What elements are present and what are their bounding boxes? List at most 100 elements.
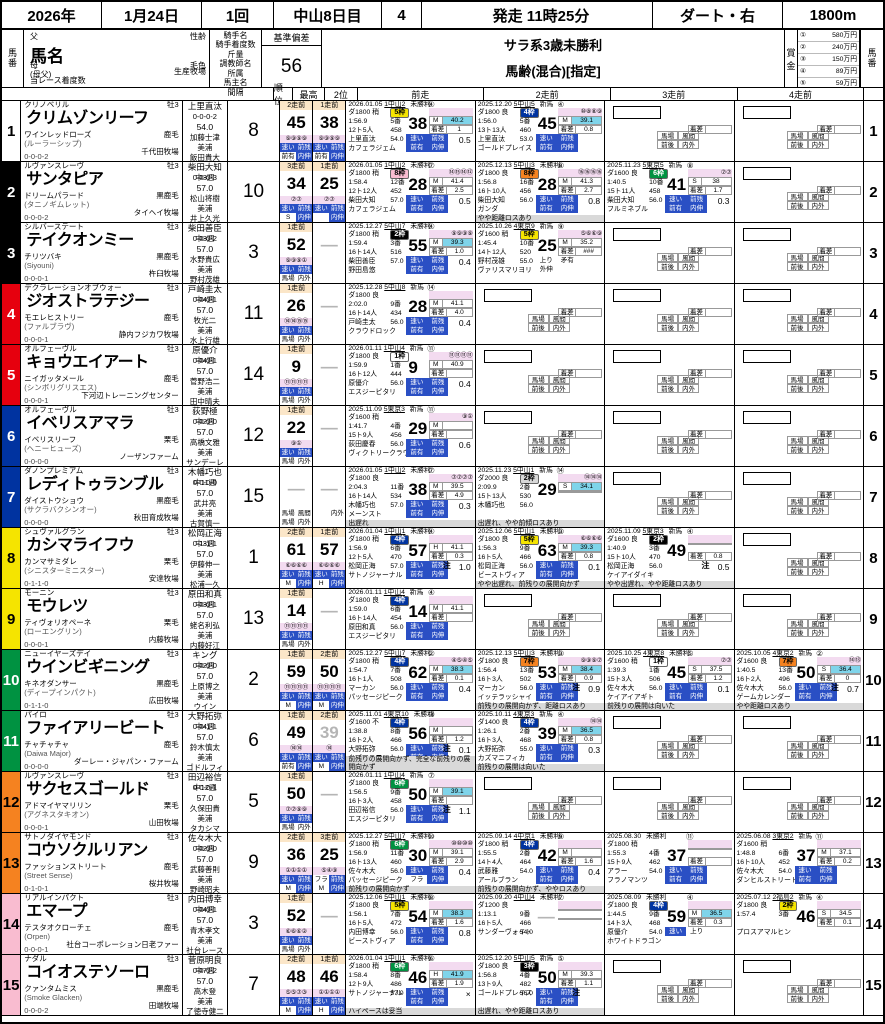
horse-name[interactable]: イベリスアマラ (26, 415, 135, 432)
trainer-name[interactable]: 武井亮 (193, 499, 217, 509)
trainer-name[interactable]: 高木登 (193, 987, 217, 997)
horse-info-cell[interactable]: ルヴァンスレーヴ 牡3 サンタピア ドリームパラード (タニノギムレット) 黒鹿… (21, 161, 183, 222)
horse-name[interactable]: ファイアリービート (26, 720, 165, 737)
trainer-name[interactable]: 久保田貴 (189, 804, 220, 814)
trainer-name[interactable]: 鈴木慎太 (189, 743, 220, 753)
jockey-name[interactable]: 柴田善臣 (187, 223, 222, 233)
horse-name[interactable]: コウソクルリアン (26, 842, 148, 859)
jockey-cell[interactable]: 原優介 0-0-0-1 57.0 菅野浩二 美浦 田中晴夫 – 中2週 (183, 345, 228, 426)
trainer-name[interactable]: 青木孝文 (189, 926, 220, 936)
flag-pace-type: M (280, 579, 297, 588)
jockey-cell[interactable]: 柴田大知 0-0-0-3 57.0 松山将樹 美浦 井上久光 – 中3週 (183, 162, 228, 243)
jockey-cell[interactable]: 大野拓弥 0-0-1-1 57.0 鈴木慎太 美浦 ゴドルフィ – 中12週 (183, 711, 228, 792)
jockey-name[interactable]: 上里直汰 (187, 101, 222, 111)
jockey-cell[interactable]: 荻野極 0-0-0-0 57.0 高橋文雅 美浦 サンデーレ – 中11週 (183, 406, 228, 487)
jockey-name[interactable]: キング (192, 650, 218, 660)
horse-row[interactable]: 13 サトノダイヤモンド 牡3 コウソクルリアン ファッションストリート (St… (2, 832, 883, 914)
jockey-cell[interactable]: 田辺裕信 0-0-0-1 57.0 久保田貴 美浦 タカシマ – 中2週 (183, 772, 228, 853)
jockey-name[interactable]: 柴田大知 (187, 162, 222, 172)
horse-row[interactable]: 5 オルフェーヴル 牡3 キョウエイアート ニイガッタメール (シンボリグリスエ… (2, 344, 883, 426)
horse-name[interactable]: サンタピア (26, 171, 104, 188)
horse-name[interactable]: カシマライフウ (26, 537, 135, 554)
jockey-name[interactable]: 木幡巧也 (187, 467, 222, 477)
horse-name[interactable]: レディトゥランブル (26, 476, 164, 493)
trainer-name[interactable]: 松山将樹 (189, 194, 220, 204)
horse-row[interactable]: 9 モーニン 牡3 モウレツ ティヴォリオペーネ (ローエングリン) 栗毛 内藤… (2, 588, 883, 670)
trainer-name[interactable]: 武藤善則 (189, 865, 220, 875)
jockey-name[interactable]: 原田和真 (187, 589, 222, 599)
horse-info-cell[interactable]: ナダル 牡3 コイオステソーロ クァンタムミス (Smoke Glacken) … (21, 954, 183, 1015)
horse-name[interactable]: テイクオンミー (26, 232, 134, 249)
jockey-cell[interactable]: 佐々木大 0-0-0-0 57.0 武藤善則 美浦 野崎昭夫 – 中4週 (183, 833, 228, 914)
horse-row[interactable]: 11 パイロ 牡3 ファイアリービート チャチャチャ (Daiwa Major)… (2, 710, 883, 792)
horse-row[interactable]: 4 デクラレーションオブウォー 牡3 ジオストラテジー モエレヒストリー (ファ… (2, 283, 883, 365)
jockey-name[interactable]: 内田博幸 (187, 894, 222, 904)
horse-name[interactable]: エマープ (26, 903, 87, 920)
horse-name[interactable]: サクセスゴールド (26, 781, 150, 798)
trainer-name[interactable]: 上原博之 (189, 682, 220, 692)
horse-info-cell[interactable]: サトノダイヤモンド 牡3 コウソクルリアン ファッションストリート (Stree… (21, 832, 183, 893)
jockey-name[interactable]: 松岡正海 (187, 528, 222, 538)
trainer-name[interactable]: 蛯名利弘 (189, 621, 220, 631)
horse-name[interactable]: クリムゾンリーフ (26, 110, 149, 127)
trainer-name[interactable]: 高橋文雅 (189, 438, 220, 448)
horse-row[interactable]: 3 シルバーステート 牡3 テイクオンミー チリツバキ (Siyouni) 黒鹿… (2, 222, 883, 304)
trainer-name[interactable]: 牧光二 (193, 316, 217, 326)
jockey-cell[interactable]: 上里直汰 0-0-0-2 54.0 加藤士津 美浦 飯田貴大 – 中3週 (183, 101, 228, 182)
jockey-cell[interactable]: キング 0-0-0-0 57.0 上原博之 美浦 ウイン – 中4週 (183, 650, 228, 731)
horse-name[interactable]: ウインビギニング (26, 659, 150, 676)
horse-info-cell[interactable]: クリノベリル 牡3 クリムゾンリーフ ワインレッドローズ (ルーラーシップ) 鹿… (21, 100, 183, 161)
horse-info-cell[interactable]: ルヴァンスレーヴ 牡3 サクセスゴールド アドマイヤマリリン (アグネスタキオン… (21, 771, 183, 832)
horse-info-cell[interactable]: オルフェーヴル 牡3 イベリスアマラ イベリスリーフ (ヘニーヒューズ) 栗毛 … (21, 405, 183, 466)
jockey-name[interactable]: 大野拓弥 (187, 711, 222, 721)
race-venue: 5中山1 (513, 528, 535, 535)
jockey-cell[interactable]: 松岡正海 0-1-1-1 57.0 伊藤伸一 美浦 松浦一久 – 中3週 (183, 528, 228, 609)
horse-row[interactable]: 6 オルフェーヴル 牡3 イベリスアマラ イベリスリーフ (ヘニーヒューズ) 栗… (2, 405, 883, 487)
jockey-name[interactable]: 荻野極 (192, 406, 218, 416)
jockey-name[interactable]: 佐々木大 (187, 833, 222, 843)
jockey-name[interactable]: 戸崎圭太 (187, 284, 222, 294)
jockey-name[interactable]: 原優介 (192, 345, 218, 355)
race-rating: 49 (667, 541, 687, 560)
jockey-name[interactable]: 田辺裕信 (187, 772, 222, 782)
jockey-name[interactable]: 菅原明良 (187, 955, 222, 965)
horse-row[interactable]: 7 ダノンプレミアム 牡3 レディトゥランブル ダイストウショウ (サクラバクシ… (2, 466, 883, 548)
race-comment: 出遅れ、やや距離ロスあり (475, 1007, 605, 1015)
horse-info-cell[interactable]: ダノンプレミアム 牡3 レディトゥランブル ダイストウショウ (サクラバクシンオ… (21, 466, 183, 527)
horse-row[interactable]: 10 ニューイヤーズデイ 牡3 ウインビギニング キネオダンサー (ディープイン… (2, 649, 883, 731)
horse-row[interactable]: 15 ナダル 牡3 コイオステソーロ クァンタムミス (Smoke Glacke… (2, 954, 883, 1022)
horse-info-cell[interactable]: オルフェーヴル 牡3 キョウエイアート ニイガッタメール (シンボリグリスエス)… (21, 344, 183, 405)
horse-info-cell[interactable]: シルバーステート 牡3 テイクオンミー チリツバキ (Siyouni) 黒鹿毛 … (21, 222, 183, 283)
score-flags-row1 (313, 326, 346, 335)
horse-name[interactable]: キョウエイアート (26, 354, 149, 371)
horse-row[interactable]: 1 クリノベリル 牡3 クリムゾンリーフ ワインレッドローズ (ルーラーシップ)… (2, 100, 883, 182)
horse-name[interactable]: コイオステソーロ (26, 964, 150, 981)
jockey-cell[interactable]: 戸崎圭太 0-0-0-1 57.0 牧光二 美浦 水上行雄 – 中4週 (183, 284, 228, 365)
gate-number: 1番 (649, 667, 660, 674)
pace-row: M 41.3 (558, 177, 603, 187)
jockey-cell[interactable]: 柴田善臣 0-0-0-2 57.0 水野貴広 美浦 野村茂雄 – 中4週 (183, 223, 228, 304)
trainer-name[interactable]: 加藤士津 (189, 133, 220, 143)
horse-info-cell[interactable]: パイロ 牡3 ファイアリービート チャチャチャ (Daiwa Major) 鹿毛… (21, 710, 183, 771)
horse-name[interactable]: モウレツ (26, 598, 88, 615)
trainer-name[interactable]: 伊藤伸一 (189, 560, 220, 570)
horse-row[interactable]: 14 リアルインパクト 牡3 エマープ テスタオクローチェ (Orpen) 鹿毛… (2, 893, 883, 975)
trainer-name[interactable]: 菅野浩二 (189, 377, 220, 387)
horse-row[interactable]: 2 ルヴァンスレーヴ 牡3 サンタピア ドリームパラード (タニノギムレット) … (2, 161, 883, 243)
race-date: 2025.12.20 (477, 101, 512, 108)
race-comment: 出遅れ (346, 519, 475, 527)
horse-row[interactable]: 8 シュヴァルグラン 牡3 カシマライフウ カンマサミダレ (シニスターミニスタ… (2, 527, 883, 609)
horse-info-cell[interactable]: ニューイヤーズデイ 牡3 ウインビギニング キネオダンサー (ディープインパクト… (21, 649, 183, 710)
horse-row[interactable]: 12 ルヴァンスレーヴ 牡3 サクセスゴールド アドマイヤマリリン (アグネスタ… (2, 771, 883, 853)
trainer-name[interactable]: 水野貴広 (189, 255, 220, 265)
horse-info-cell[interactable]: デクラレーションオブウォー 牡3 ジオストラテジー モエレヒストリー (ファルブ… (21, 283, 183, 344)
horse-info-cell[interactable]: モーニン 牡3 モウレツ ティヴォリオペーネ (ローエングリン) 栗毛 内藤牧場… (21, 588, 183, 649)
horse-info-cell[interactable]: シュヴァルグラン 牡3 カシマライフウ カンマサミダレ (シニスターミニスター)… (21, 527, 183, 588)
jockey-cell[interactable]: 木幡巧也 0-0-0-0 57.0 武井亮 美浦 古賀慎一 – 中3週 (183, 467, 228, 548)
horse-info-cell[interactable]: リアルインパクト 牡3 エマープ テスタオクローチェ (Orpen) 鹿毛 社台… (21, 893, 183, 954)
gate-number: 6番 (390, 545, 401, 552)
jockey-cell[interactable]: 内田博幸 0-0-0-1 57.0 青木孝文 美浦 社台レース – 中7週 (183, 894, 228, 975)
jockey-cell[interactable]: 菅原明良 0-0-0-2 57.0 高木登 美浦 了徳寺健二 – 中3週 (183, 955, 228, 1022)
horse-name[interactable]: ジオストラテジー (26, 293, 150, 310)
jockey-cell[interactable]: 原田和真 0-0-0-1 57.0 蛯名利弘 美浦 内藤好江 – 中2週 (183, 589, 228, 670)
